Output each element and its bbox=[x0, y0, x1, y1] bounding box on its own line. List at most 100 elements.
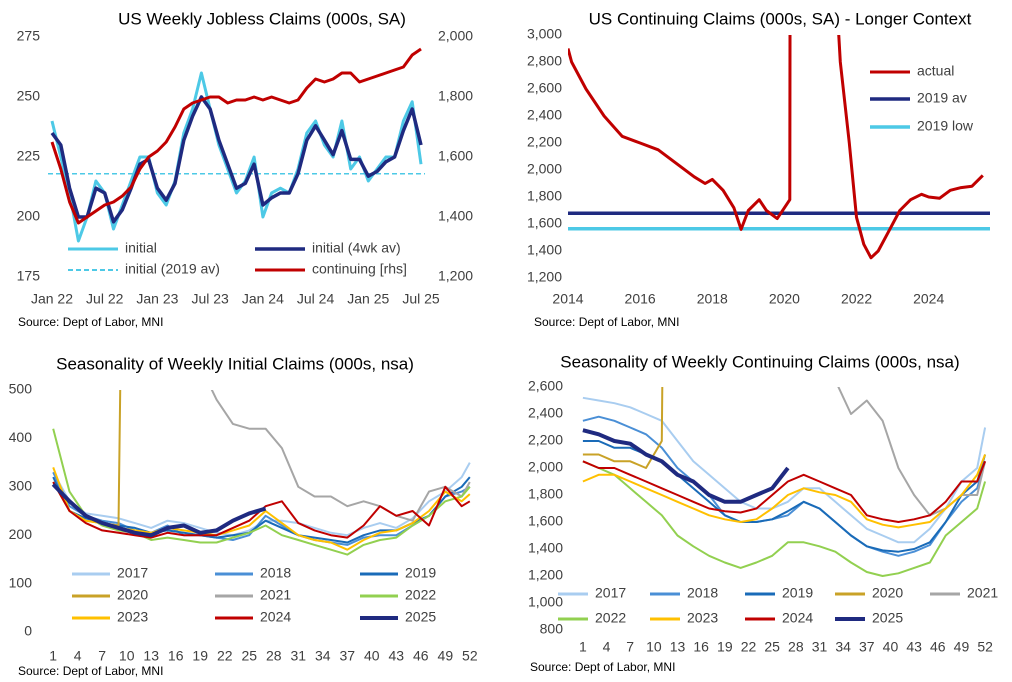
y-tick-label: 2,400 bbox=[527, 107, 562, 123]
x-tick-label: 2024 bbox=[913, 291, 944, 307]
y2-tick-label: 2,000 bbox=[438, 28, 473, 44]
chart-panel: Seasonality of Weekly Continuing Claims … bbox=[528, 352, 998, 674]
x-tick-label: 19 bbox=[192, 648, 208, 664]
legend-label: 2021 bbox=[967, 585, 998, 601]
y-tick-label: 2,600 bbox=[527, 80, 562, 96]
x-tick-label: 43 bbox=[389, 648, 405, 664]
legend-label: initial bbox=[125, 240, 157, 256]
series-line bbox=[50, 71, 423, 243]
source-note: Source: Dept of Labor, MNI bbox=[18, 315, 163, 329]
x-tick-label: Jan 24 bbox=[242, 291, 284, 307]
x-tick-label: 19 bbox=[717, 639, 733, 655]
y-tick-label: 2,800 bbox=[527, 53, 562, 69]
y2-tick-label: 1,200 bbox=[438, 268, 473, 284]
y-tick-label: 250 bbox=[17, 88, 41, 104]
x-tick-label: Jan 25 bbox=[347, 291, 389, 307]
y-tick-label: 100 bbox=[9, 574, 33, 590]
series-line bbox=[52, 428, 471, 556]
legend-label: 2018 bbox=[260, 565, 291, 581]
x-tick-label: 43 bbox=[906, 639, 922, 655]
y-tick-label: 2,200 bbox=[527, 134, 562, 150]
x-tick-label: 37 bbox=[339, 648, 355, 664]
x-tick-label: 25 bbox=[241, 648, 257, 664]
legend-label: 2023 bbox=[687, 610, 718, 626]
legend-label: 2019 bbox=[405, 565, 436, 581]
y-tick-label: 400 bbox=[9, 429, 33, 445]
chart-title: Seasonality of Weekly Initial Claims (00… bbox=[56, 354, 414, 373]
y-tick-label: 1,600 bbox=[527, 215, 562, 231]
chart-panel: US Continuing Claims (000s, SA) - Longer… bbox=[527, 9, 990, 329]
series-line bbox=[582, 460, 987, 523]
legend-label: 2023 bbox=[117, 609, 148, 625]
x-tick-label: 16 bbox=[693, 639, 709, 655]
x-tick-label: 34 bbox=[315, 648, 331, 664]
x-tick-label: 46 bbox=[413, 648, 429, 664]
series-line bbox=[582, 460, 987, 577]
plot-area bbox=[582, 387, 987, 577]
x-tick-label: 2018 bbox=[697, 291, 728, 307]
x-tick-label: 37 bbox=[859, 639, 875, 655]
series-line bbox=[50, 47, 422, 225]
x-tick-label: Jan 23 bbox=[136, 291, 178, 307]
x-tick-label: 10 bbox=[646, 639, 662, 655]
legend-label: actual bbox=[917, 63, 954, 79]
x-tick-label: 40 bbox=[883, 639, 899, 655]
y-tick-label: 1,400 bbox=[527, 242, 562, 258]
chart-title: Seasonality of Weekly Continuing Claims … bbox=[560, 352, 959, 371]
series-line bbox=[52, 481, 471, 539]
plot-area bbox=[51, 390, 471, 556]
y-tick-label: 300 bbox=[9, 478, 33, 494]
series-line bbox=[582, 454, 987, 529]
x-tick-label: 25 bbox=[764, 639, 780, 655]
y-tick-label: 1,600 bbox=[528, 513, 563, 529]
legend-label: 2021 bbox=[260, 587, 291, 603]
x-tick-label: 7 bbox=[626, 639, 634, 655]
x-tick-label: 28 bbox=[788, 639, 804, 655]
legend-label: 2024 bbox=[782, 610, 813, 626]
x-tick-label: 40 bbox=[364, 648, 380, 664]
y-tick-label: 200 bbox=[9, 526, 33, 542]
y2-tick-label: 1,800 bbox=[438, 88, 473, 104]
series-line bbox=[582, 396, 987, 544]
x-tick-label: 4 bbox=[74, 648, 82, 664]
plot-area bbox=[48, 47, 425, 243]
legend-label: 2020 bbox=[117, 587, 148, 603]
x-tick-label: 1 bbox=[49, 648, 57, 664]
x-tick-label: 2020 bbox=[769, 291, 800, 307]
legend-label: 2025 bbox=[405, 609, 436, 625]
x-tick-label: 22 bbox=[217, 648, 233, 664]
x-tick-label: Jul 22 bbox=[86, 291, 124, 307]
y-tick-label: 225 bbox=[17, 148, 41, 164]
y-tick-label: 2,000 bbox=[528, 459, 563, 475]
x-tick-label: 10 bbox=[119, 648, 135, 664]
series-line bbox=[582, 428, 790, 504]
chart-title: US Continuing Claims (000s, SA) - Longer… bbox=[589, 9, 972, 28]
y2-tick-label: 1,600 bbox=[438, 148, 473, 164]
series-line bbox=[51, 483, 267, 538]
x-tick-label: 52 bbox=[462, 648, 478, 664]
legend-label: initial (2019 av) bbox=[125, 261, 220, 277]
legend-label: 2019 low bbox=[917, 118, 974, 134]
source-note: Source: Dept of Labor, MNI bbox=[18, 664, 163, 678]
legend-label: initial (4wk av) bbox=[312, 240, 401, 256]
y-tick-label: 2,000 bbox=[527, 161, 562, 177]
x-tick-label: 49 bbox=[438, 648, 454, 664]
chart-panel: Seasonality of Weekly Initial Claims (00… bbox=[9, 354, 478, 678]
series-line bbox=[582, 440, 987, 553]
series-line bbox=[582, 415, 987, 557]
y-tick-label: 1,000 bbox=[528, 594, 563, 610]
x-tick-label: 4 bbox=[603, 639, 611, 655]
source-note: Source: Dept of Labor, MNI bbox=[530, 660, 675, 674]
legend-label: 2019 bbox=[782, 585, 813, 601]
y-tick-label: 1,200 bbox=[528, 567, 563, 583]
y-tick-label: 3,000 bbox=[527, 26, 562, 42]
x-tick-label: 16 bbox=[168, 648, 184, 664]
series-line bbox=[568, 35, 984, 260]
y-tick-label: 2,200 bbox=[528, 432, 563, 448]
x-tick-label: 31 bbox=[290, 648, 306, 664]
x-tick-label: 7 bbox=[98, 648, 106, 664]
legend-label: 2019 av bbox=[917, 90, 967, 106]
legend-label: 2022 bbox=[405, 587, 436, 603]
legend-label: 2024 bbox=[260, 609, 291, 625]
